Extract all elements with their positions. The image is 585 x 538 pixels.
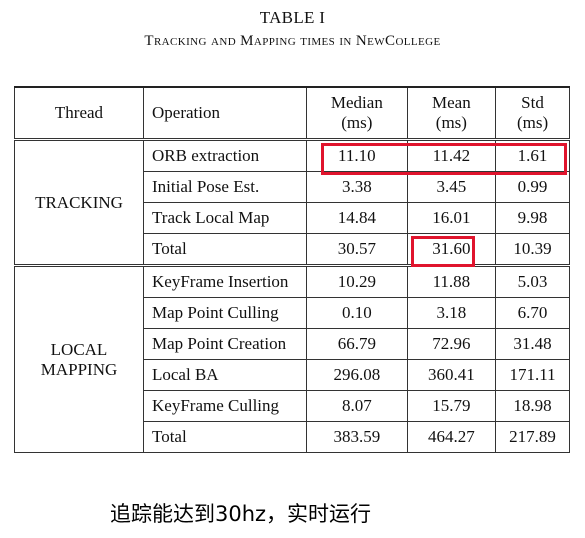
mean-cell: 464.27	[406, 421, 497, 453]
operation-cell: Total	[143, 421, 307, 453]
table-row: Local BA 296.08 360.41 171.11	[15, 359, 570, 391]
operation-cell: KeyFrame Culling	[143, 390, 307, 422]
median-cell: 383.59	[306, 421, 408, 453]
header-thread: Thread	[14, 86, 144, 140]
operation-cell: ORB extraction	[143, 138, 307, 172]
operation-cell: KeyFrame Insertion	[143, 264, 307, 298]
header-mean: Mean (ms)	[406, 86, 497, 140]
median-cell: 8.07	[306, 390, 408, 422]
mean-cell: 72.96	[406, 328, 497, 360]
mean-cell: 3.18	[406, 297, 497, 329]
table-row: TRACKING ORB extraction 11.10 11.42 1.61	[14, 138, 570, 266]
std-cell: 10.39	[495, 233, 570, 266]
std-cell: 171.11	[495, 359, 570, 391]
header-median: Median (ms)	[306, 86, 408, 140]
table-row: Map Point Culling 0.10 3.18 6.70	[15, 297, 570, 329]
median-cell: 66.79	[306, 328, 408, 360]
table-header-row: Thread Operation Median (ms) Mean (ms) S…	[14, 86, 570, 140]
operation-cell: Map Point Culling	[143, 297, 307, 329]
std-cell: 5.03	[495, 264, 570, 298]
std-cell: 18.98	[495, 390, 570, 422]
operation-cell: Total	[143, 233, 307, 266]
median-cell: 14.84	[306, 202, 408, 234]
std-cell: 1.61	[495, 138, 570, 172]
median-cell: 11.10	[306, 138, 408, 172]
std-cell: 0.99	[495, 171, 570, 203]
median-cell: 0.10	[306, 297, 408, 329]
table-row: Total 383.59 464.27 217.89	[15, 421, 570, 453]
table-caption: Tracking and Mapping times in NewCollege	[144, 33, 441, 49]
table-row: Initial Pose Est. 3.38 3.45 0.99	[15, 171, 570, 203]
mean-cell: 16.01	[406, 202, 497, 234]
table-row: LOCAL MAPPING KeyFrame Insertion 10.29 1…	[14, 264, 570, 453]
timing-table: Thread Operation Median (ms) Mean (ms) S…	[14, 86, 570, 453]
operation-cell: Initial Pose Est.	[143, 171, 307, 203]
header-std: Std (ms)	[495, 86, 570, 140]
operation-cell: Local BA	[143, 359, 307, 391]
std-cell: 6.70	[495, 297, 570, 329]
std-cell: 217.89	[495, 421, 570, 453]
table-row: KeyFrame Culling 8.07 15.79 18.98	[15, 390, 570, 422]
table-row: Map Point Creation 66.79 72.96 31.48	[15, 328, 570, 360]
table-label: TABLE I	[259, 8, 326, 27]
mean-cell: 31.60	[406, 233, 497, 266]
mean-cell: 15.79	[406, 390, 497, 422]
thread-tracking: TRACKING	[14, 138, 144, 266]
median-cell: 10.29	[306, 264, 408, 298]
mean-cell: 11.42	[406, 138, 497, 172]
std-cell: 9.98	[495, 202, 570, 234]
header-operation: Operation	[143, 86, 307, 140]
annotation-text: 追踪能达到30hz，实时运行	[110, 502, 372, 526]
operation-cell: Track Local Map	[143, 202, 307, 234]
mean-cell: 11.88	[406, 264, 497, 298]
median-cell: 30.57	[306, 233, 408, 266]
std-cell: 31.48	[495, 328, 570, 360]
mean-cell: 360.41	[406, 359, 497, 391]
table-row: Total 30.57 31.60 10.39	[15, 233, 570, 266]
mean-cell: 3.45	[406, 171, 497, 203]
thread-local-mapping: LOCAL MAPPING	[14, 264, 144, 453]
operation-cell: Map Point Creation	[143, 328, 307, 360]
median-cell: 296.08	[306, 359, 408, 391]
table-row: Track Local Map 14.84 16.01 9.98	[15, 202, 570, 234]
median-cell: 3.38	[306, 171, 408, 203]
